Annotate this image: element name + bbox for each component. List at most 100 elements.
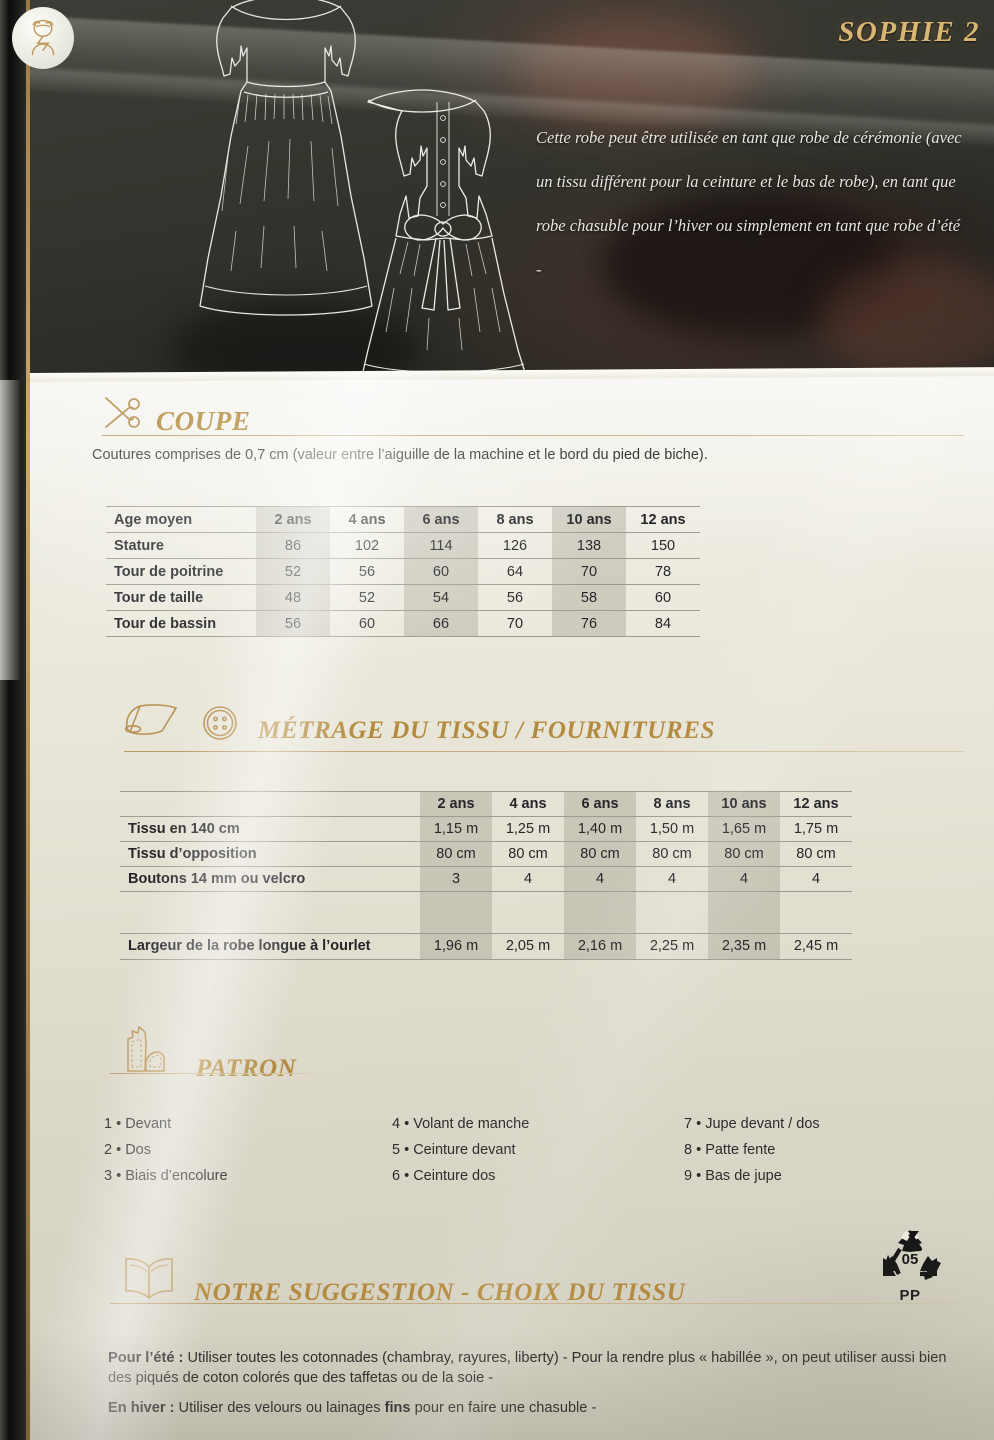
pattern-pieces-column: 1 • Devant 2 • Dos 3 • Biais d’encolure xyxy=(104,1111,228,1189)
section-heading-patron: PATRON xyxy=(118,1023,296,1081)
table-row-label: Largeur de la robe longue à l’ourlet xyxy=(120,934,420,960)
suggestion-summer-label: Pour l’été : xyxy=(108,1350,184,1366)
table-cell: 56 xyxy=(256,610,330,637)
suggestion-summer: Pour l’été : Utiliser toutes les cotonna… xyxy=(108,1348,968,1388)
table-cell: 58 xyxy=(552,584,626,611)
section-heading-suggestion: NOTRE SUGGESTION - CHOIX DU TISSU xyxy=(120,1253,685,1305)
table-cell: 56 xyxy=(478,584,552,611)
dress-front-illustration xyxy=(136,0,436,346)
pattern-pieces-column: 4 • Volant de manche 5 • Ceinture devant 6… xyxy=(392,1111,529,1189)
table-row-label: Stature xyxy=(106,532,256,559)
table-cell: 4 xyxy=(492,866,564,892)
pattern-piece-item: 7 • Jupe devant / dos xyxy=(684,1116,820,1132)
table-cell: 70 xyxy=(552,558,626,585)
section-rule xyxy=(110,1073,310,1074)
table-cell: 84 xyxy=(626,610,700,637)
table-spacer-cell xyxy=(636,892,708,934)
pattern-piece-item: 3 • Biais d’encolure xyxy=(104,1168,228,1184)
pattern-pieces-icon xyxy=(118,1023,180,1081)
instruction-sheet: COUPE Coutures comprises de 0,7 cm (vale… xyxy=(30,367,994,1440)
scissors-icon xyxy=(100,393,144,435)
section-rule xyxy=(102,435,964,436)
pattern-pieces-column: 7 • Jupe devant / dos 8 • Patte fente 9 • … xyxy=(684,1111,820,1189)
table-cell: 70 xyxy=(478,610,552,637)
recycling-triangle-icon: 05 xyxy=(883,1230,941,1280)
girl-figure-logo-icon xyxy=(12,7,74,69)
table-header-cell: 12 ans xyxy=(780,791,852,817)
table-cell: 78 xyxy=(626,558,700,585)
table-cell: 60 xyxy=(626,584,700,611)
table-cell: 102 xyxy=(330,532,404,559)
fabric-yardage-table: 2 ans 4 ans 6 ans 8 ans 10 ans 12 ans Tissu en… xyxy=(120,791,852,960)
table-row: Boutons 14 mm ou velcro 3 4 4 4 4 4 xyxy=(120,866,852,892)
table-row: Tour de poitrine 52 56 60 64 70 78 xyxy=(106,558,700,585)
suggestion-winter-label: En hiver : xyxy=(108,1400,175,1416)
section-title-suggestion: NOTRE SUGGESTION - CHOIX DU TISSU xyxy=(194,1279,686,1306)
open-book-icon xyxy=(120,1253,178,1305)
table-cell: 86 xyxy=(256,532,330,559)
plastic-sleeve-highlight xyxy=(0,380,20,680)
table-cell: 2,45 m xyxy=(780,934,852,960)
section-title-coupe: COUPE xyxy=(156,406,251,436)
fabric-suggestion-body: Pour l’été : Utiliser toutes les cotonna… xyxy=(108,1348,968,1428)
table-cell: 4 xyxy=(780,866,852,892)
table-cell: 3 xyxy=(420,866,492,892)
recycling-number: 05 xyxy=(902,1251,919,1268)
table-cell: 76 xyxy=(552,610,626,637)
seam-allowance-note: Coutures comprises de 0,7 cm (valeur ent… xyxy=(92,447,708,463)
table-cell: 2,16 m xyxy=(564,934,636,960)
table-cell: 52 xyxy=(256,558,330,585)
table-cell: 1,50 m xyxy=(636,816,708,842)
table-cell: 150 xyxy=(626,532,700,559)
section-heading-metrage: MÉTRAGE DU TISSU / FOURNITURES xyxy=(122,701,715,743)
table-cell: 66 xyxy=(404,610,478,637)
table-header-cell: 8 ans xyxy=(478,506,552,533)
table-cell: 80 cm xyxy=(492,841,564,867)
table-spacer-row xyxy=(120,891,852,934)
table-row: Tissu d’opposition 80 cm 80 cm 80 cm 80 cm 80… xyxy=(120,841,852,867)
table-header-cell: 10 ans xyxy=(708,791,780,817)
table-cell: 1,96 m xyxy=(420,934,492,960)
table-cell: 2,25 m xyxy=(636,934,708,960)
sewing-button-icon xyxy=(200,703,240,743)
section-heading-coupe: COUPE xyxy=(100,393,251,435)
table-spacer-cell xyxy=(708,891,780,934)
table-cell: 114 xyxy=(404,532,478,559)
header-blur-blob xyxy=(520,18,750,128)
table-header-cell: 4 ans xyxy=(330,506,404,533)
table-header-cell: 2 ans xyxy=(420,791,492,817)
table-cell: 80 cm xyxy=(708,841,780,867)
table-row: Tour de taille 48 52 54 56 58 60 xyxy=(106,584,700,611)
table-cell: 80 cm xyxy=(780,841,852,867)
table-cell: 1,15 m xyxy=(420,816,492,842)
table-header-cell xyxy=(120,791,420,817)
suggestion-winter-text-after: pour en faire une chasuble - xyxy=(410,1400,597,1416)
table-cell: 126 xyxy=(478,532,552,559)
gold-border-rule xyxy=(26,0,30,1440)
suggestion-winter-emphasis: fins xyxy=(384,1400,411,1416)
table-header-cell: 12 ans xyxy=(626,506,700,533)
section-title-metrage: MÉTRAGE DU TISSU / FOURNITURES xyxy=(258,717,715,744)
table-header-row: 2 ans 4 ans 6 ans 8 ans 10 ans 12 ans xyxy=(120,791,852,817)
intro-description: Cette robe peut être utilisée en tant qu… xyxy=(536,128,962,279)
measurements-table: Age moyen 2 ans 4 ans 6 ans 8 ans 10 ans 12 an… xyxy=(106,506,700,637)
pattern-piece-item: 4 • Volant de manche xyxy=(392,1116,530,1132)
suggestion-winter-text-before: Utiliser des velours ou lainages xyxy=(174,1400,385,1416)
table-row: Tour de bassin 56 60 66 70 76 84 xyxy=(106,610,700,637)
table-row-label: Tissu d’opposition xyxy=(120,841,420,867)
table-cell: 60 xyxy=(330,610,404,637)
header-blur-blob xyxy=(820,260,994,380)
table-cell: 64 xyxy=(478,558,552,585)
page-title: SOPHIE 2 xyxy=(838,16,980,48)
table-row: Largeur de la robe longue à l’ourlet 1,96… xyxy=(120,934,852,960)
table-row-label: Boutons 14 mm ou velcro xyxy=(120,866,420,892)
table-cell: 60 xyxy=(404,558,478,585)
section-rule xyxy=(124,751,964,752)
table-cell: 1,65 m xyxy=(708,816,780,842)
table-header-cell: 10 ans xyxy=(552,506,626,533)
table-header-cell: 6 ans xyxy=(404,506,478,533)
pattern-piece-item: 1 • Devant xyxy=(104,1116,172,1132)
fabric-roll-icon xyxy=(122,701,194,743)
